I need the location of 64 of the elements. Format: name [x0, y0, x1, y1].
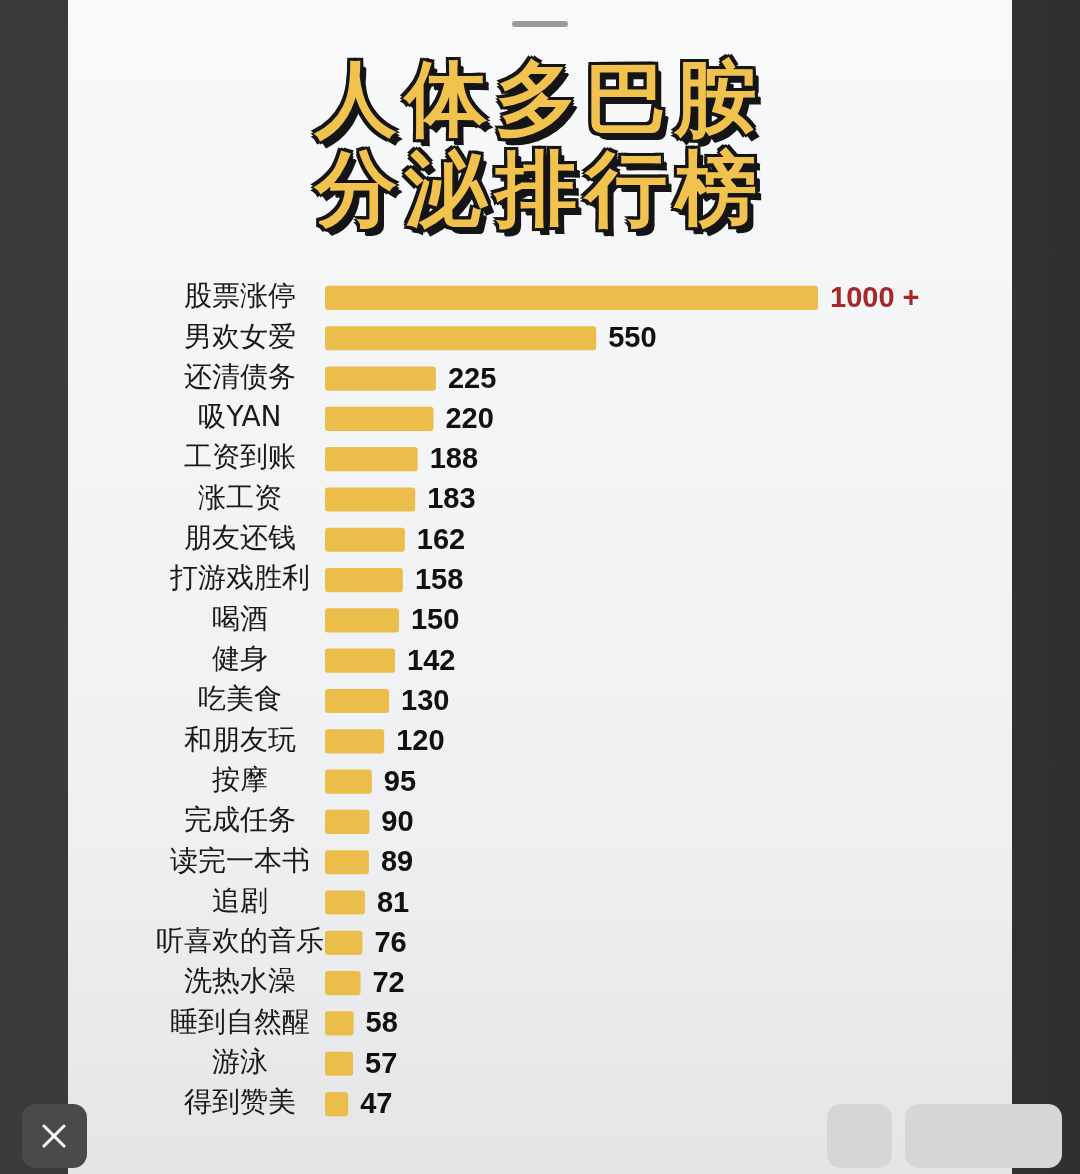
data-label: 57: [365, 1046, 398, 1079]
data-label: 225: [447, 361, 497, 394]
data-label: 47: [360, 1087, 393, 1120]
data-label: 150: [410, 603, 460, 636]
y-tick-label: 睡到自然醒: [170, 1004, 310, 1038]
data-label: 95: [383, 764, 417, 797]
chart-title: 人体多巴胺分泌排行榜: [312, 51, 766, 236]
data-label: 142: [407, 643, 456, 676]
data-label: 90: [381, 804, 414, 837]
bar: [325, 1091, 349, 1117]
data-label: 188: [429, 442, 479, 475]
bar: [325, 809, 370, 835]
data-label: 162: [416, 522, 466, 555]
y-tick-label: 工资到账: [184, 440, 296, 474]
bar: [325, 930, 363, 955]
bar: [325, 366, 436, 391]
y-tick-label: 还清债务: [184, 359, 296, 393]
y-tick-label: 朋友还钱: [184, 521, 296, 555]
bar: [325, 447, 418, 472]
y-tick-label: 听喜欢的音乐: [156, 924, 324, 958]
bar: [325, 527, 405, 552]
bar: [325, 487, 416, 512]
y-tick-label: 喝酒: [212, 601, 268, 635]
y-tick-label: 追剧: [212, 883, 268, 917]
bar: [325, 890, 365, 915]
bar: [325, 769, 372, 794]
y-tick-label: 股票涨停: [184, 279, 296, 313]
bar: [325, 971, 361, 996]
y-tick-label: 游泳: [212, 1045, 268, 1079]
bar: [325, 567, 403, 593]
data-label: 76: [374, 925, 407, 958]
data-label: 183: [427, 482, 476, 515]
data-label: 58: [365, 1006, 398, 1039]
bar: [325, 729, 385, 754]
bar: [325, 1011, 354, 1036]
bar: [325, 1051, 354, 1076]
bar: [325, 406, 434, 431]
y-tick-label: 洗热水澡: [184, 964, 296, 998]
y-tick-label: 涨工资: [198, 480, 282, 514]
bar: [325, 648, 396, 673]
bar: [325, 850, 369, 875]
data-label: 89: [380, 845, 414, 878]
data-label: 1000 +: [830, 280, 920, 313]
y-tick-label: 男欢女爱: [184, 319, 296, 353]
y-tick-label: 完成任务: [184, 803, 296, 837]
y-tick-label: 得到赞美: [184, 1085, 296, 1119]
bar: [325, 326, 597, 351]
data-label: 72: [372, 966, 405, 999]
data-label: 120: [396, 724, 445, 757]
y-tick-label: 吃美食: [198, 682, 282, 716]
data-label: 550: [608, 321, 657, 354]
y-tick-label: 健身: [212, 641, 268, 675]
y-tick-label: 读完一本书: [170, 843, 310, 877]
bar: [325, 285, 818, 311]
data-label: 220: [445, 401, 494, 434]
data-label: 81: [376, 885, 410, 918]
y-tick-label: 按摩: [212, 762, 268, 796]
bar: [325, 688, 390, 714]
y-tick-label: 吸YAN: [198, 400, 282, 434]
bar: [325, 608, 399, 633]
y-tick-label: 打游戏胜利: [169, 561, 310, 595]
y-tick-label: 和朋友玩: [184, 722, 296, 756]
data-label: 158: [414, 563, 464, 596]
data-label: 130: [401, 684, 450, 716]
